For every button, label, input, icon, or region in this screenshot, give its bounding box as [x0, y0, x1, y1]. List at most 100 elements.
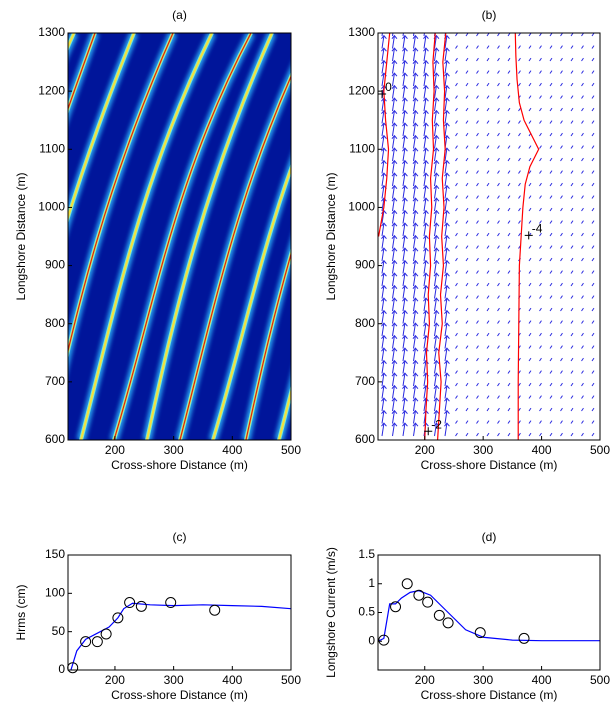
- arrow-shaft: [413, 48, 416, 62]
- arrow-head: [381, 197, 387, 202]
- arrow-head: [391, 372, 398, 377]
- vector-arrow: [423, 234, 429, 249]
- vector-arrow: [465, 157, 469, 162]
- arrow-shaft: [476, 232, 479, 237]
- axes-frame: [377, 32, 601, 441]
- x-tick-label: 400: [222, 443, 242, 457]
- arrow-shaft: [402, 310, 406, 324]
- vector-arrow: [465, 420, 469, 424]
- arrow-shaft: [507, 320, 511, 324]
- arrow-shaft: [497, 145, 500, 149]
- vector-arrow: [455, 270, 458, 274]
- vector-arrow: [465, 195, 469, 199]
- arrow-head: [381, 384, 387, 389]
- vector-arrow: [476, 95, 479, 99]
- plot-area: [68, 33, 291, 440]
- arrow-shaft: [444, 248, 448, 262]
- arrow-shaft: [476, 332, 479, 337]
- arrow-shaft: [413, 60, 416, 74]
- vector-arrow: [539, 132, 542, 137]
- arrow-shaft: [507, 82, 511, 87]
- vector-arrow: [486, 257, 490, 262]
- arrow-shaft: [423, 335, 427, 349]
- arrow-shaft: [539, 207, 542, 212]
- vector-arrow: [412, 209, 419, 224]
- arrow-shaft: [528, 382, 532, 387]
- arrow-shaft: [591, 95, 595, 99]
- arrow-head: [433, 272, 440, 277]
- vector-arrow: [381, 284, 387, 299]
- vector-arrow: [591, 357, 595, 362]
- arrow-shaft: [423, 85, 427, 99]
- arrow-head: [391, 122, 398, 127]
- vector-arrow: [581, 395, 584, 399]
- arrow-head: [402, 47, 408, 52]
- arrow-shaft: [591, 420, 595, 424]
- arrow-shaft: [528, 82, 532, 87]
- arrow-head: [391, 159, 398, 164]
- vector-arrow: [455, 157, 458, 162]
- vector-arrow: [507, 132, 511, 137]
- vector-arrow: [433, 284, 440, 299]
- arrow-shaft: [549, 357, 553, 362]
- vector-arrow: [402, 172, 408, 187]
- arrow-shaft: [444, 385, 448, 399]
- vector-arrow: [549, 232, 553, 237]
- arrow-head: [412, 47, 419, 52]
- arrow-shaft: [528, 395, 532, 399]
- vector-arrow: [412, 84, 419, 99]
- arrow-shaft: [455, 420, 458, 424]
- vector-arrow: [392, 33, 394, 37]
- arrow-shaft: [392, 235, 395, 249]
- arrow-head: [423, 84, 429, 89]
- vector-arrow: [539, 33, 542, 37]
- vector-arrow: [381, 384, 387, 399]
- arrow-head: [412, 372, 419, 377]
- arrow-shaft: [413, 148, 416, 162]
- arrow-shaft: [570, 207, 574, 212]
- arrow-head: [402, 322, 408, 327]
- arrow-shaft: [465, 95, 469, 99]
- vector-arrow: [412, 334, 419, 349]
- arrow-head: [391, 184, 398, 189]
- arrow-shaft: [591, 120, 595, 124]
- vector-arrow: [486, 320, 490, 324]
- vector-arrow: [486, 207, 490, 212]
- y-tick-label: 1: [368, 576, 375, 590]
- vector-arrow: [528, 33, 532, 37]
- vector-arrow: [476, 420, 479, 424]
- arrow-shaft: [507, 182, 511, 187]
- y-axis-label: Hrms (cm): [14, 585, 28, 641]
- arrow-head: [423, 272, 429, 277]
- arrow-head: [412, 409, 419, 414]
- arrow-shaft: [486, 407, 490, 412]
- vector-arrow: [591, 370, 595, 374]
- vector-arrow: [570, 395, 574, 399]
- arrow-head: [412, 309, 419, 314]
- vector-arrow: [507, 182, 511, 187]
- arrow-shaft: [539, 170, 542, 174]
- arrow-shaft: [423, 298, 427, 312]
- observation: [413, 589, 425, 601]
- vector-arrow: [518, 395, 521, 399]
- arrow-head: [381, 247, 387, 252]
- arrow-shaft: [423, 198, 427, 212]
- vector-arrow: [518, 33, 521, 37]
- arrow-shaft: [413, 398, 416, 412]
- arrow-shaft: [392, 348, 395, 362]
- arrow-shaft: [528, 332, 532, 337]
- vector-arrow: [391, 284, 398, 299]
- arrow-shaft: [518, 382, 521, 387]
- arrow-shaft: [413, 298, 416, 312]
- arrow-shaft: [539, 407, 542, 412]
- arrow-head: [391, 397, 398, 402]
- vector-arrow: [497, 57, 500, 62]
- arrow-head: [402, 347, 408, 352]
- vector-arrow: [381, 272, 387, 287]
- vector-arrow: [507, 420, 511, 424]
- arrow-shaft: [507, 245, 511, 249]
- vector-arrow: [528, 157, 532, 162]
- arrow-shaft: [570, 382, 574, 387]
- arrow-shaft: [591, 345, 595, 349]
